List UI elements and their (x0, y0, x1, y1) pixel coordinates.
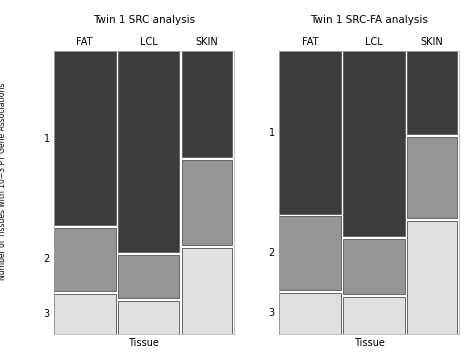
Text: Number of Tissues with 10−3 PT Gene Associations: Number of Tissues with 10−3 PT Gene Asso… (0, 83, 7, 280)
Bar (54, 228, 116, 291)
Bar (407, 221, 457, 334)
Bar (343, 239, 405, 294)
Title: Twin 1 SRC-FA analysis: Twin 1 SRC-FA analysis (310, 15, 428, 25)
X-axis label: Tissue: Tissue (354, 338, 384, 348)
Bar (279, 51, 341, 213)
Title: Twin 1 SRC analysis: Twin 1 SRC analysis (93, 15, 195, 25)
Bar (118, 51, 180, 252)
Bar (182, 51, 232, 157)
Bar (182, 160, 232, 245)
Bar (54, 294, 116, 334)
X-axis label: Tissue: Tissue (128, 338, 159, 348)
Bar (118, 301, 180, 334)
Bar (279, 293, 341, 334)
Bar (279, 216, 341, 290)
Bar (343, 51, 405, 236)
Bar (182, 248, 232, 334)
Bar (343, 297, 405, 334)
Bar (407, 51, 457, 134)
Bar (54, 51, 116, 225)
Bar (407, 137, 457, 218)
Bar (118, 254, 180, 298)
